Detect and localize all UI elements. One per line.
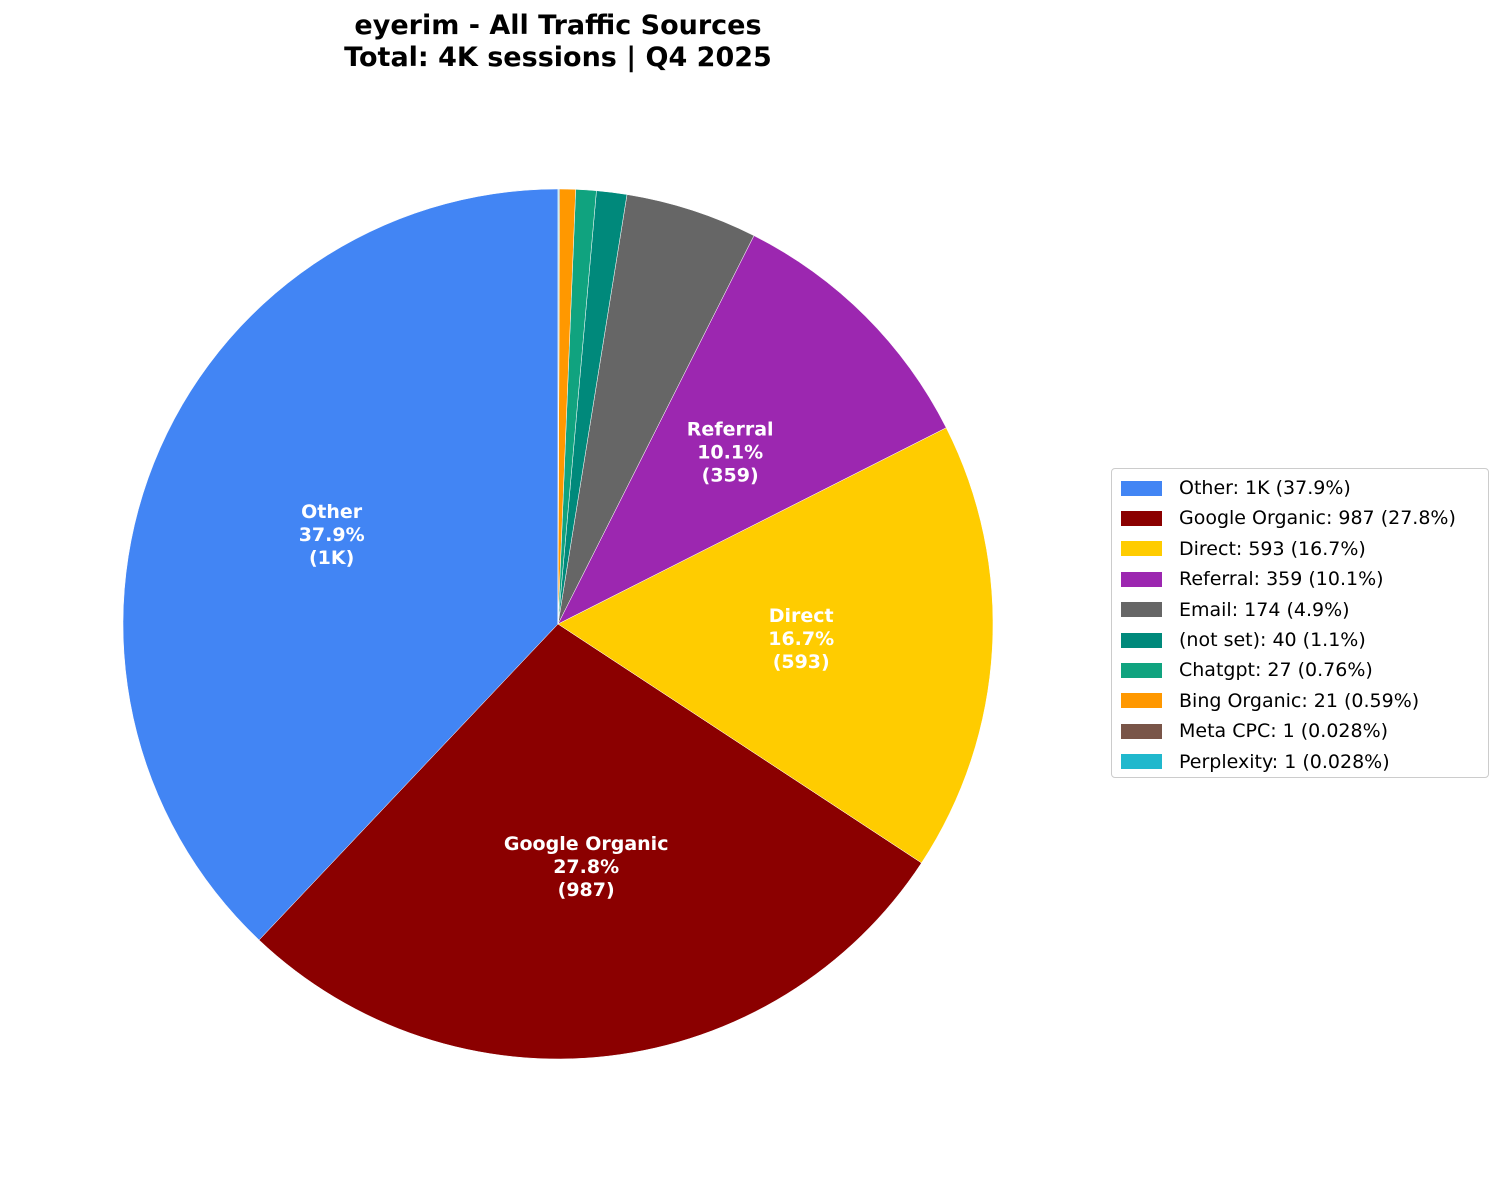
legend-swatch xyxy=(1121,632,1162,648)
legend-label: Bing Organic: 21 (0.59%) xyxy=(1179,689,1420,712)
legend-label: Direct: 593 (16.7%) xyxy=(1179,537,1366,560)
pie-slice-direct xyxy=(557,427,994,864)
chart-title: eyerim - All Traffic Sources Total: 4K s… xyxy=(258,10,858,74)
pie-slice-referral xyxy=(557,235,947,625)
chart-title-line1: eyerim - All Traffic Sources xyxy=(354,10,762,41)
legend-item: (not set): 40 (1.1%) xyxy=(1121,625,1366,655)
legend-label: Meta CPC: 1 (0.028%) xyxy=(1179,720,1389,743)
slice-label: Referral 10.1% (359) xyxy=(687,419,774,487)
legend-swatch xyxy=(1121,754,1162,770)
slice-label: Direct 16.7% (593) xyxy=(768,605,834,673)
legend-item: Google Organic: 987 (27.8%) xyxy=(1121,503,1456,533)
legend-label: Referral: 359 (10.1%) xyxy=(1179,568,1384,591)
legend-swatch xyxy=(1121,541,1162,557)
pie-chart: Other 37.9% (1K) Google Organic 27.8% (987) Di… xyxy=(122,188,994,1060)
legend: Other: 1K (37.9%) Google Organic: 987 (27… xyxy=(1111,468,1489,778)
legend-swatch xyxy=(1121,571,1162,587)
pie-slice-perplexity xyxy=(557,188,560,625)
legend-item: Chatgpt: 27 (0.76%) xyxy=(1121,655,1373,685)
chart-title-line2: Total: 4K sessions | Q4 2025 xyxy=(344,42,772,73)
legend-swatch xyxy=(1121,510,1162,526)
legend-item: Bing Organic: 21 (0.59%) xyxy=(1121,686,1419,716)
legend-item: Other: 1K (37.9%) xyxy=(1121,473,1351,503)
legend-swatch xyxy=(1121,662,1162,678)
slice-label: Google Organic 27.8% (987) xyxy=(504,833,669,901)
legend-item: Direct: 593 (16.7%) xyxy=(1121,534,1366,564)
pie-slice-google-organic xyxy=(258,623,922,1060)
legend-label: Chatgpt: 27 (0.76%) xyxy=(1179,659,1373,682)
legend-item: Meta CPC: 1 (0.028%) xyxy=(1121,716,1388,746)
legend-item: Email: 174 (4.9%) xyxy=(1121,595,1350,625)
legend-label: (not set): 40 (1.1%) xyxy=(1179,629,1366,651)
legend-label: Other: 1K (37.9%) xyxy=(1179,477,1351,499)
legend-swatch xyxy=(1121,693,1162,709)
legend-item: Referral: 359 (10.1%) xyxy=(1121,564,1384,594)
pie-slice-other xyxy=(122,188,559,941)
slice-label: Other 37.9% (1K) xyxy=(299,501,365,569)
legend-swatch xyxy=(1121,602,1162,618)
legend-label: Google Organic: 987 (27.8%) xyxy=(1179,507,1456,530)
pie-slices xyxy=(122,188,994,1060)
legend-swatch xyxy=(1121,723,1162,739)
legend-swatch xyxy=(1121,480,1162,496)
legend-label: Perplexity: 1 (0.028%) xyxy=(1179,750,1390,773)
pie-labels: Other 37.9% (1K) Google Organic 27.8% (987) Di… xyxy=(299,419,834,901)
legend-label: Email: 174 (4.9%) xyxy=(1179,598,1350,621)
legend-item: Perplexity: 1 (0.028%) xyxy=(1121,747,1390,777)
